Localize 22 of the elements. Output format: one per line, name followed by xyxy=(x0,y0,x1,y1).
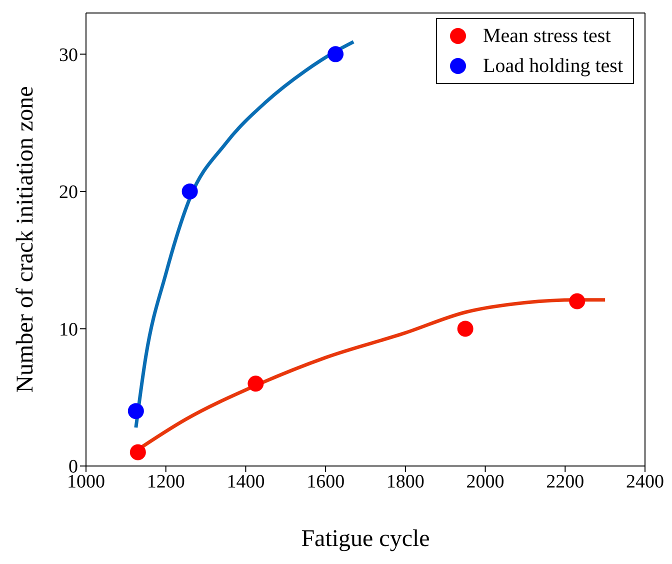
x-tick-label: 1600 xyxy=(306,471,345,492)
y-tick-label: 20 xyxy=(59,182,78,204)
x-tick-label: 2200 xyxy=(546,471,584,492)
y-axis-title: Number of crack initiation zone xyxy=(12,86,39,393)
point xyxy=(128,403,144,420)
point xyxy=(328,46,344,62)
point xyxy=(569,293,586,310)
legend-label: Mean stress test xyxy=(483,24,611,49)
x-axis-title: Fatigue cycle xyxy=(301,526,430,552)
x-tick-label: 2400 xyxy=(626,471,664,492)
point xyxy=(182,183,198,200)
x-tick-label: 1400 xyxy=(226,471,265,492)
point xyxy=(130,444,146,460)
point xyxy=(248,376,264,392)
y-tick-label: 10 xyxy=(59,319,78,340)
x-tick-label: 1800 xyxy=(386,471,424,492)
x-tick-label: 1200 xyxy=(146,471,185,492)
y-tick-label: 30 xyxy=(59,44,78,66)
line-series xyxy=(134,40,356,430)
legend-label: Load holding test xyxy=(483,54,623,79)
x-tick-label: 2000 xyxy=(466,471,504,492)
point xyxy=(457,320,474,337)
